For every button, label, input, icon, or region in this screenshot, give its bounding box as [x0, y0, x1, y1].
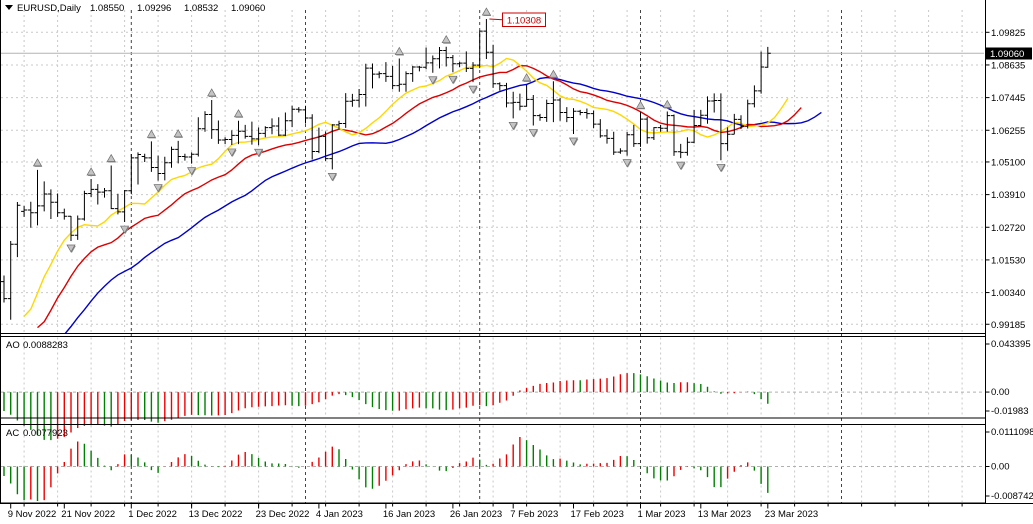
osc-axis-label: -0.0087425 — [991, 491, 1033, 502]
grid-layer — [1, 10, 984, 502]
ao-value: 0.0088283 — [23, 340, 68, 351]
fractal-down-icon — [186, 167, 197, 176]
price-axis[interactable]: 0.043395 0.00 -0.01983 0.0111098 0.00 -0.0087… — [985, 28, 1033, 502]
annotation-box — [502, 12, 546, 27]
time-label: 17 Feb 2023 — [571, 509, 624, 520]
osc-axis-label: 0.00 — [991, 387, 1010, 398]
alligator-jaw-line — [63, 76, 822, 334]
fractal-level-annotation[interactable]: 1.10308 — [489, 12, 546, 27]
ao-panel-frame — [0, 336, 986, 419]
fractal-down-icon — [716, 163, 726, 173]
fractal-up-icon — [394, 46, 404, 55]
fractal-up-icon — [481, 7, 492, 16]
fractal-down-icon — [468, 85, 478, 94]
fractal-down-icon — [676, 161, 686, 170]
fractal-down-icon — [622, 159, 632, 168]
current-price-badge: 1.09060 — [986, 47, 1032, 60]
fractal-down-icon — [448, 75, 458, 84]
symbol-label: EURUSD,Daily — [17, 3, 81, 14]
fractal-down-icon — [508, 121, 518, 131]
price-tick-label: 1.01530 — [991, 255, 1025, 266]
time-label: 13 Dec 2022 — [189, 509, 243, 520]
fractal-up-icon — [521, 73, 532, 82]
ac-histogram-layer — [1, 437, 984, 502]
time-label: 16 Jan 2023 — [383, 509, 435, 520]
panel-frames — [0, 0, 1033, 504]
fractal-up-icon — [86, 167, 96, 176]
symbol-header: EURUSD,Daily 1.08550 1.09296 1.08532 1.0… — [5, 3, 265, 14]
fractal-up-icon — [662, 99, 672, 108]
fractal-down-icon — [119, 225, 130, 234]
quote-low: 1.08532 — [184, 3, 218, 14]
ac-label: AC — [6, 428, 19, 439]
fractal-up-icon — [173, 129, 183, 138]
ao-panel-header: AO 0.0088283 — [6, 340, 68, 351]
fractal-down-icon — [66, 244, 76, 253]
quote-close: 1.09060 — [231, 3, 265, 14]
osc-axis-label: 0.043395 — [991, 339, 1031, 350]
fractal-down-icon — [568, 137, 579, 146]
price-tick-label: 1.03910 — [991, 190, 1025, 201]
fractal-up-icon — [233, 109, 244, 118]
fractal-down-icon — [227, 148, 237, 157]
ao-histogram-layer — [1, 373, 984, 441]
time-label: 23 Mar 2023 — [765, 509, 818, 520]
price-tick-label: 0.99185 — [991, 320, 1025, 331]
chevron-down-icon[interactable] — [5, 5, 13, 10]
annotation-leader-line — [489, 18, 503, 21]
fractal-up-icon — [548, 69, 559, 78]
ac-panel-header: AC 0.0077923 — [6, 428, 68, 439]
ohlc-bars-layer — [1, 19, 771, 320]
fractal-up-icon — [207, 88, 217, 97]
ac-value: 0.0077923 — [23, 428, 68, 439]
osc-axis-label: 0.00 — [991, 462, 1010, 473]
alligator-lips-line — [23, 57, 789, 317]
time-label: 26 Jan 2023 — [450, 509, 502, 520]
fractal-up-icon — [146, 129, 157, 138]
fractal-down-icon — [327, 173, 337, 182]
ao-label: AO — [6, 340, 20, 351]
price-tick-label: 1.06255 — [991, 126, 1025, 137]
osc-up-bars — [3, 373, 769, 441]
osc-up-bars — [3, 440, 769, 502]
osc-down-bars — [56, 373, 749, 439]
alligator-lines — [23, 57, 822, 334]
price-tick-label: 1.05100 — [991, 157, 1025, 168]
time-label: 4 Jan 2023 — [316, 509, 363, 520]
current-price-label: 1.09060 — [990, 49, 1024, 60]
price-tick-label: 1.02720 — [991, 223, 1025, 234]
fractal-down-icon — [153, 184, 163, 193]
fractal-up-icon — [106, 153, 116, 162]
ohlc-bars — [1, 19, 771, 320]
time-label: 23 Dec 2022 — [256, 509, 310, 520]
time-label: 9 Nov 2022 — [8, 509, 57, 520]
time-label: 21 Nov 2022 — [61, 509, 115, 520]
price-tick-label: 1.08635 — [991, 60, 1025, 71]
annotation-text: 1.10308 — [507, 16, 541, 27]
time-label: 1 Mar 2023 — [638, 509, 686, 520]
month-separators — [130, 10, 842, 503]
fractal-up-icon — [32, 158, 43, 167]
quote-high: 1.09296 — [137, 3, 171, 14]
price-tick-label: 1.07445 — [991, 93, 1025, 104]
fractal-up-icon — [441, 35, 451, 44]
fractal-down-icon — [253, 148, 264, 157]
time-axis[interactable]: 9 Nov 2022 21 Nov 2022 1 Dec 2022 13 Dec 20… — [8, 503, 963, 521]
price-tick-label: 1.00340 — [991, 288, 1025, 299]
quote-open: 1.08550 — [90, 3, 124, 14]
time-label: 1 Dec 2022 — [128, 509, 177, 520]
price-tick-label: 1.09825 — [991, 28, 1025, 39]
osc-down-bars — [30, 437, 749, 501]
osc-axis-label: -0.01983 — [991, 406, 1029, 417]
osc-axis-label: 0.0111098 — [991, 427, 1033, 438]
time-label: 7 Feb 2023 — [510, 509, 558, 520]
fractal-up-icon — [635, 100, 646, 109]
fractal-arrows-layer — [32, 7, 726, 253]
fractal-down-icon — [528, 129, 538, 138]
time-label: 13 Mar 2023 — [698, 509, 751, 520]
fractal-down-icon — [428, 76, 438, 85]
